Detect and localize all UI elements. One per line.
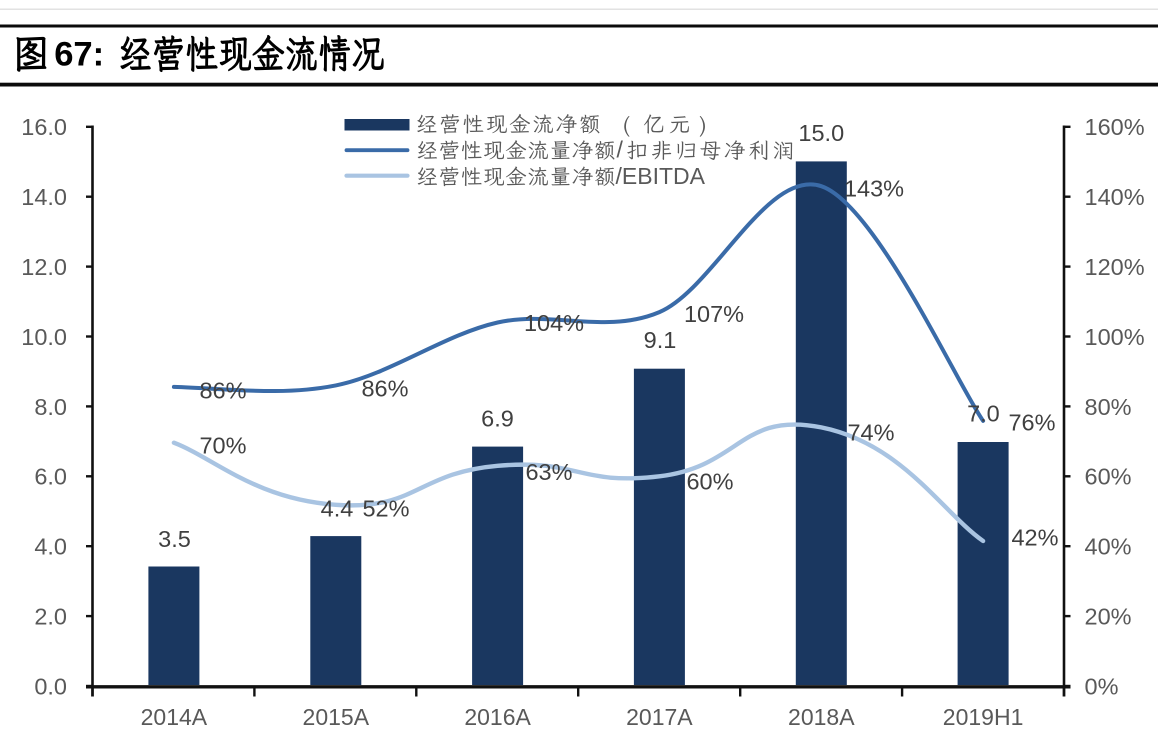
- svg-text:0%: 0%: [1085, 673, 1119, 699]
- svg-text:14.0: 14.0: [21, 184, 67, 210]
- svg-text:40%: 40%: [1085, 534, 1132, 560]
- svg-text:80%: 80%: [1085, 394, 1132, 420]
- svg-text:/EBITDA: /EBITDA: [616, 163, 706, 189]
- svg-text:15.0: 15.0: [798, 120, 844, 146]
- svg-text:76%: 76%: [1008, 409, 1055, 435]
- svg-text:2.0: 2.0: [34, 604, 67, 630]
- svg-text:8.0: 8.0: [34, 394, 67, 420]
- svg-text:52%: 52%: [362, 495, 409, 521]
- svg-text:12.0: 12.0: [21, 254, 67, 280]
- svg-text:160%: 160%: [1085, 114, 1145, 140]
- svg-text:4.4: 4.4: [321, 495, 354, 521]
- svg-text:63%: 63%: [525, 459, 572, 485]
- svg-text:2017A: 2017A: [626, 704, 693, 730]
- svg-text:86%: 86%: [199, 377, 246, 403]
- svg-text:120%: 120%: [1085, 254, 1145, 280]
- svg-text:2019H1: 2019H1: [943, 704, 1024, 730]
- svg-text:/: /: [617, 137, 624, 163]
- svg-text:2016A: 2016A: [464, 704, 531, 730]
- svg-text:60%: 60%: [1085, 464, 1132, 490]
- svg-text:2014A: 2014A: [141, 704, 208, 730]
- svg-text:9.1: 9.1: [644, 327, 677, 353]
- svg-text:140%: 140%: [1085, 184, 1145, 210]
- svg-text:143%: 143%: [844, 175, 904, 201]
- svg-text:67:: 67:: [54, 35, 104, 73]
- svg-text:74%: 74%: [847, 419, 894, 445]
- svg-text:70%: 70%: [199, 432, 246, 458]
- svg-text:0.0: 0.0: [34, 673, 67, 699]
- svg-text:6.0: 6.0: [34, 464, 67, 490]
- svg-text:6.9: 6.9: [481, 405, 514, 431]
- svg-text:2018A: 2018A: [788, 704, 855, 730]
- svg-text:42%: 42%: [1011, 524, 1058, 550]
- svg-text:4.0: 4.0: [34, 534, 67, 560]
- svg-text:3.5: 3.5: [158, 526, 191, 552]
- svg-text:7.0: 7.0: [967, 400, 1000, 426]
- svg-text:10.0: 10.0: [21, 324, 67, 350]
- svg-text:2015A: 2015A: [303, 704, 370, 730]
- svg-text:16.0: 16.0: [21, 114, 67, 140]
- svg-text:107%: 107%: [684, 301, 744, 327]
- svg-text:100%: 100%: [1085, 324, 1145, 350]
- svg-text:20%: 20%: [1085, 604, 1132, 630]
- svg-text:86%: 86%: [361, 375, 408, 401]
- svg-text:104%: 104%: [524, 310, 584, 336]
- svg-text:60%: 60%: [686, 468, 733, 494]
